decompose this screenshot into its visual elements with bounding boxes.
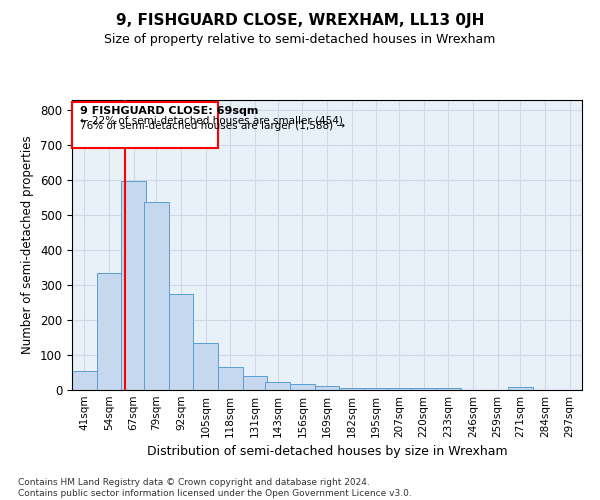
X-axis label: Distribution of semi-detached houses by size in Wrexham: Distribution of semi-detached houses by … — [146, 446, 508, 458]
Bar — [72, 102, 218, 148]
Bar — [121, 182, 146, 390]
Bar — [97, 273, 121, 390]
Bar — [290, 384, 314, 390]
Bar — [387, 388, 412, 390]
Text: 9, FISHGUARD CLOSE, WREXHAM, LL13 0JH: 9, FISHGUARD CLOSE, WREXHAM, LL13 0JH — [116, 12, 484, 28]
Text: 76% of semi-detached houses are larger (1,588) →: 76% of semi-detached houses are larger (… — [80, 120, 345, 130]
Bar — [144, 202, 169, 390]
Bar — [265, 382, 290, 390]
Y-axis label: Number of semi-detached properties: Number of semi-detached properties — [22, 136, 34, 354]
Bar — [72, 371, 97, 390]
Bar — [314, 386, 340, 390]
Text: 9 FISHGUARD CLOSE: 69sqm: 9 FISHGUARD CLOSE: 69sqm — [80, 106, 258, 116]
Bar — [242, 376, 267, 390]
Text: Contains HM Land Registry data © Crown copyright and database right 2024.
Contai: Contains HM Land Registry data © Crown c… — [18, 478, 412, 498]
Bar — [169, 294, 193, 390]
Bar — [436, 388, 461, 390]
Text: ← 22% of semi-detached houses are smaller (454): ← 22% of semi-detached houses are smalle… — [80, 115, 343, 125]
Bar — [412, 388, 436, 390]
Bar — [508, 387, 533, 390]
Bar — [364, 388, 389, 390]
Text: Size of property relative to semi-detached houses in Wrexham: Size of property relative to semi-detach… — [104, 32, 496, 46]
Bar — [218, 368, 242, 390]
Bar — [340, 388, 364, 390]
Bar — [193, 343, 218, 390]
